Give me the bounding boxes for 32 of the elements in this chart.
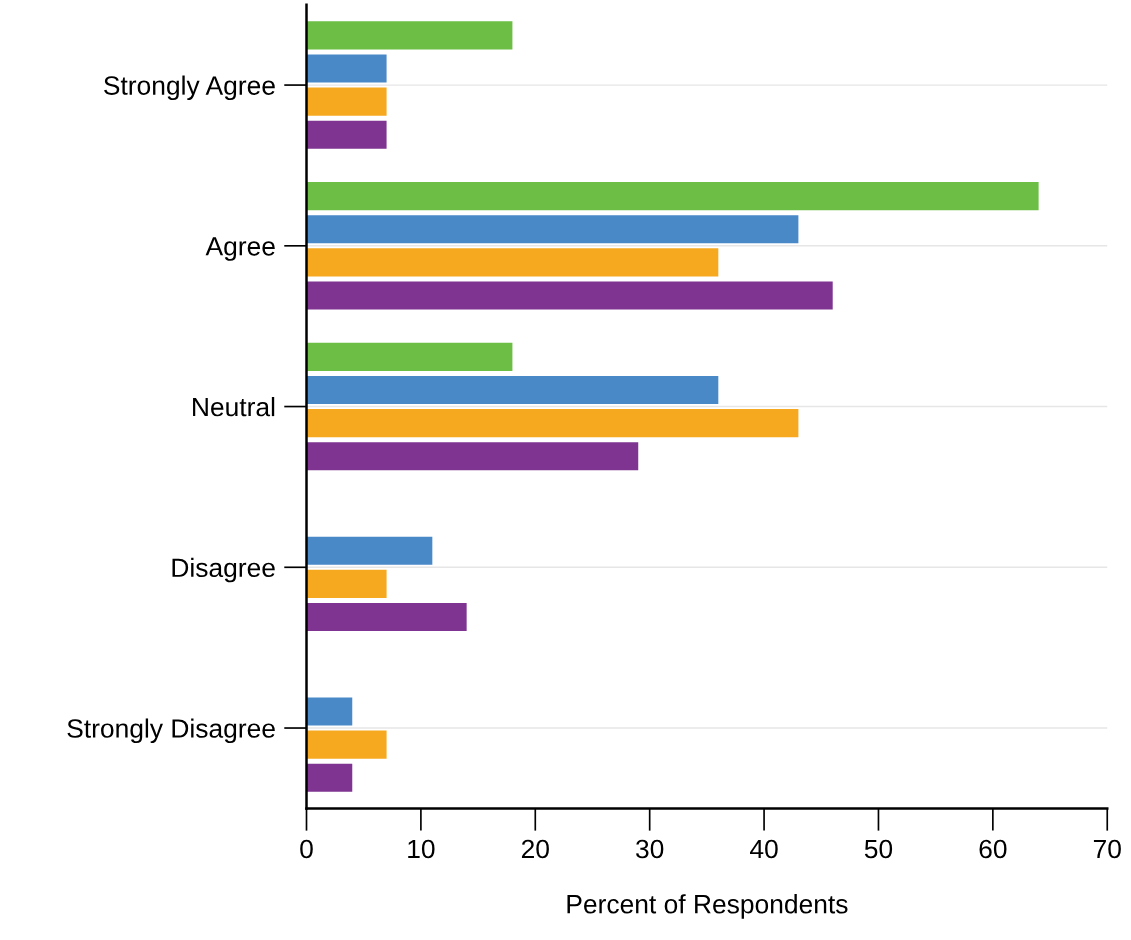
bar	[306, 182, 1039, 211]
bar	[306, 21, 513, 50]
bar	[306, 215, 799, 244]
bar	[306, 409, 799, 438]
bar	[306, 248, 719, 277]
x-tick-label: 20	[521, 839, 549, 859]
bar	[306, 375, 719, 405]
bar	[306, 569, 387, 598]
bar	[306, 87, 387, 116]
y-tick-label: Strongly Agree	[104, 75, 275, 101]
bar	[306, 442, 639, 471]
bar	[306, 281, 833, 310]
y-tick-label: Agree	[205, 237, 275, 261]
y-tick-label: Neutral	[193, 396, 275, 417]
x-tick-label: 40	[750, 839, 778, 859]
bar	[306, 120, 387, 149]
x-tick-label: 60	[979, 839, 1007, 859]
bar	[306, 342, 513, 371]
bar	[306, 54, 387, 83]
bar	[306, 602, 467, 632]
y-tick-label: Disagree	[172, 557, 275, 583]
x-tick-label: 10	[408, 839, 435, 859]
bar	[306, 763, 353, 792]
bar	[306, 697, 353, 726]
bar	[306, 536, 433, 565]
x-tick-label: 30	[636, 839, 664, 859]
x-tick-label: 0	[300, 839, 313, 859]
x-axis-title: Percent of Respondents	[567, 894, 848, 919]
bar	[306, 730, 387, 759]
y-tick-label: Strongly Disagree	[67, 718, 275, 744]
x-tick-label: 70	[1093, 839, 1121, 859]
x-tick-label: 50	[864, 839, 893, 859]
